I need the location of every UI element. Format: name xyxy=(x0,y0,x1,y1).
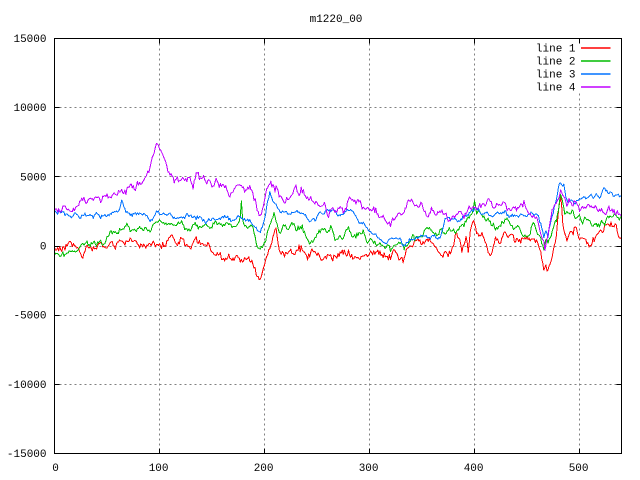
svg-text:-15000: -15000 xyxy=(7,449,47,461)
svg-text:500: 500 xyxy=(569,463,589,475)
svg-text:400: 400 xyxy=(464,463,484,475)
svg-text:15000: 15000 xyxy=(13,34,46,46)
svg-text:10000: 10000 xyxy=(13,103,46,115)
svg-text:-5000: -5000 xyxy=(13,311,46,323)
svg-text:line 2: line 2 xyxy=(536,57,576,69)
svg-text:line 3: line 3 xyxy=(536,70,576,82)
svg-text:200: 200 xyxy=(254,463,274,475)
svg-text:-10000: -10000 xyxy=(7,380,47,392)
svg-text:0: 0 xyxy=(40,242,47,254)
svg-text:line 1: line 1 xyxy=(536,44,576,56)
svg-text:5000: 5000 xyxy=(20,172,46,184)
svg-text:line 4: line 4 xyxy=(536,83,576,95)
svg-text:100: 100 xyxy=(149,463,169,475)
svg-text:m1220_00: m1220_00 xyxy=(310,14,363,26)
svg-text:300: 300 xyxy=(359,463,379,475)
svg-text:0: 0 xyxy=(52,463,59,475)
